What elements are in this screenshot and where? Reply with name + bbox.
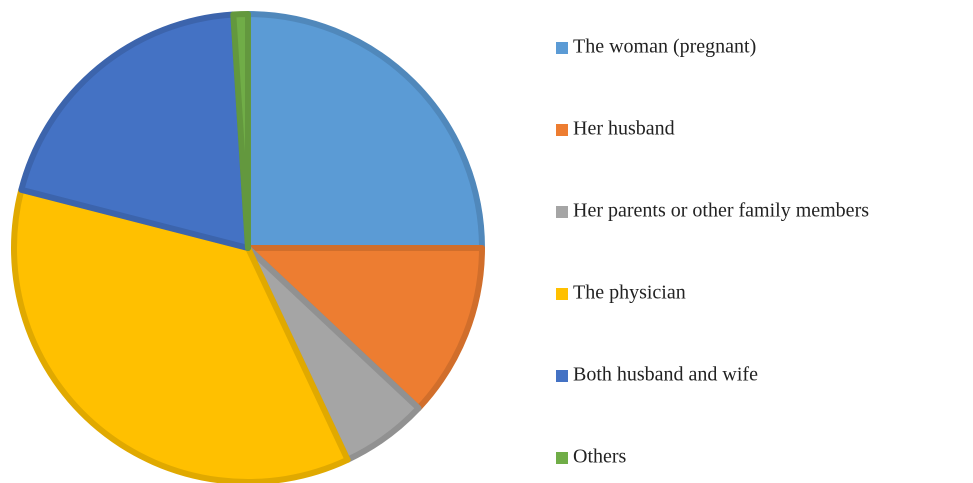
legend-swatch: [556, 452, 568, 464]
legend-label: Her parents or other family members: [573, 200, 869, 222]
pie-slice: [245, 245, 485, 412]
pie-slice: [18, 11, 251, 251]
legend-swatch: [556, 206, 568, 218]
pie-slice: [11, 186, 351, 483]
legend-label: Both husband and wife: [573, 364, 758, 386]
legend-swatch: [556, 42, 568, 54]
pie-slice: [230, 11, 251, 251]
legend-swatch: [556, 288, 568, 300]
legend-swatch: [556, 124, 568, 136]
legend-swatch: [556, 370, 568, 382]
legend-label: The woman (pregnant): [573, 36, 756, 58]
legend-label: Her husband: [573, 118, 675, 140]
legend-label: The physician: [573, 282, 686, 304]
legend-label: Others: [573, 446, 627, 468]
pie-slice: [245, 11, 485, 251]
